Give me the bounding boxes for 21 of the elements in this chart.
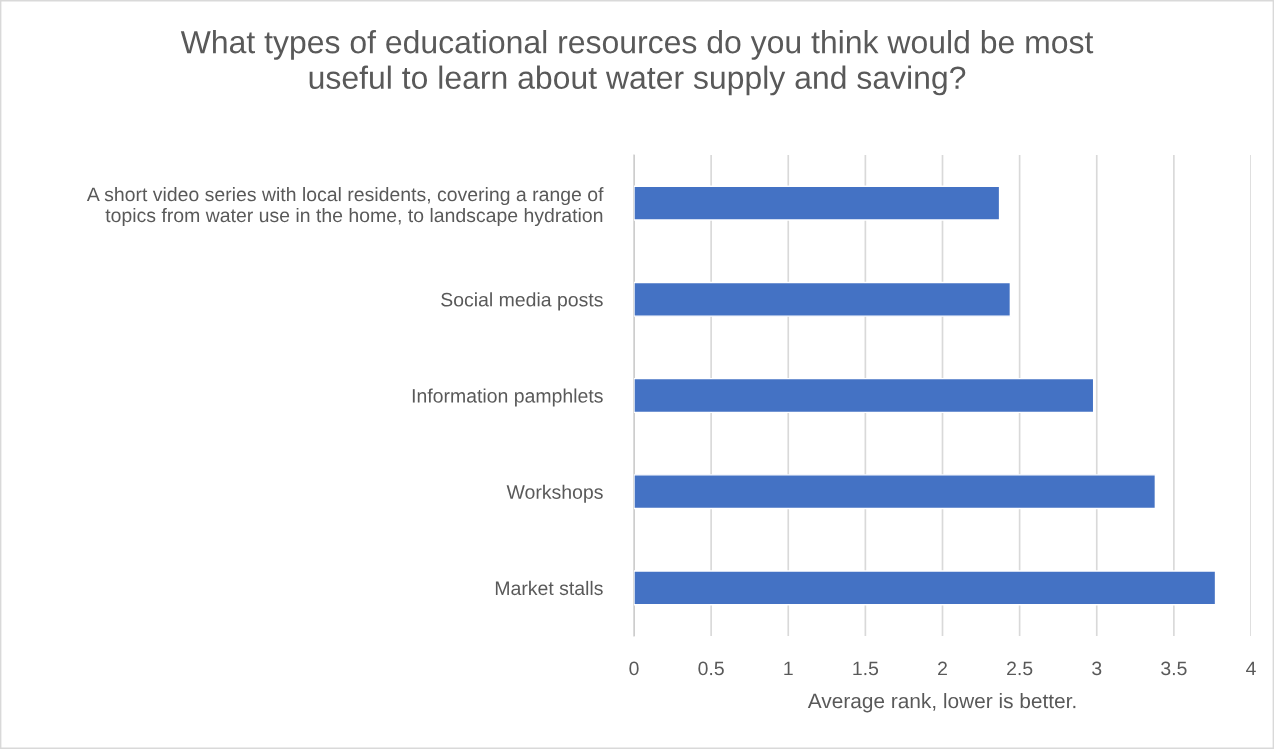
x-tick-label: 0 bbox=[629, 661, 639, 676]
y-tick-label: Workshops bbox=[506, 484, 603, 503]
x-tick-label: 1.5 bbox=[853, 661, 879, 676]
x-tick-label: 4 bbox=[1246, 661, 1256, 676]
x-tick-label: 3 bbox=[1092, 661, 1102, 676]
y-tick-label: Information pamphlets bbox=[412, 388, 603, 407]
y-tick-label: Social media posts bbox=[441, 292, 603, 311]
x-tick-label: 1 bbox=[784, 661, 793, 676]
y-tick-label: A short video series with local residents, covering a range of topics from water use in the home, to landscape hydration bbox=[86, 186, 604, 227]
y-tick-label: Market stalls bbox=[495, 580, 603, 596]
x-tick-label: 2 bbox=[938, 661, 947, 676]
x-tick-label: 0.5 bbox=[698, 661, 724, 676]
bar bbox=[634, 377, 1095, 414]
x-axis-title: Average rank, lower is better. bbox=[807, 693, 1076, 713]
bar bbox=[634, 570, 1217, 606]
bar bbox=[634, 185, 1001, 221]
bar bbox=[634, 474, 1157, 510]
bar bbox=[634, 281, 1012, 317]
x-tick-label: 3.5 bbox=[1161, 661, 1187, 676]
x-tick-label: 2.5 bbox=[1007, 661, 1033, 676]
chart-title: What types of educational resources do you think would be most useful to learn about water supply and saving? bbox=[180, 30, 1094, 96]
